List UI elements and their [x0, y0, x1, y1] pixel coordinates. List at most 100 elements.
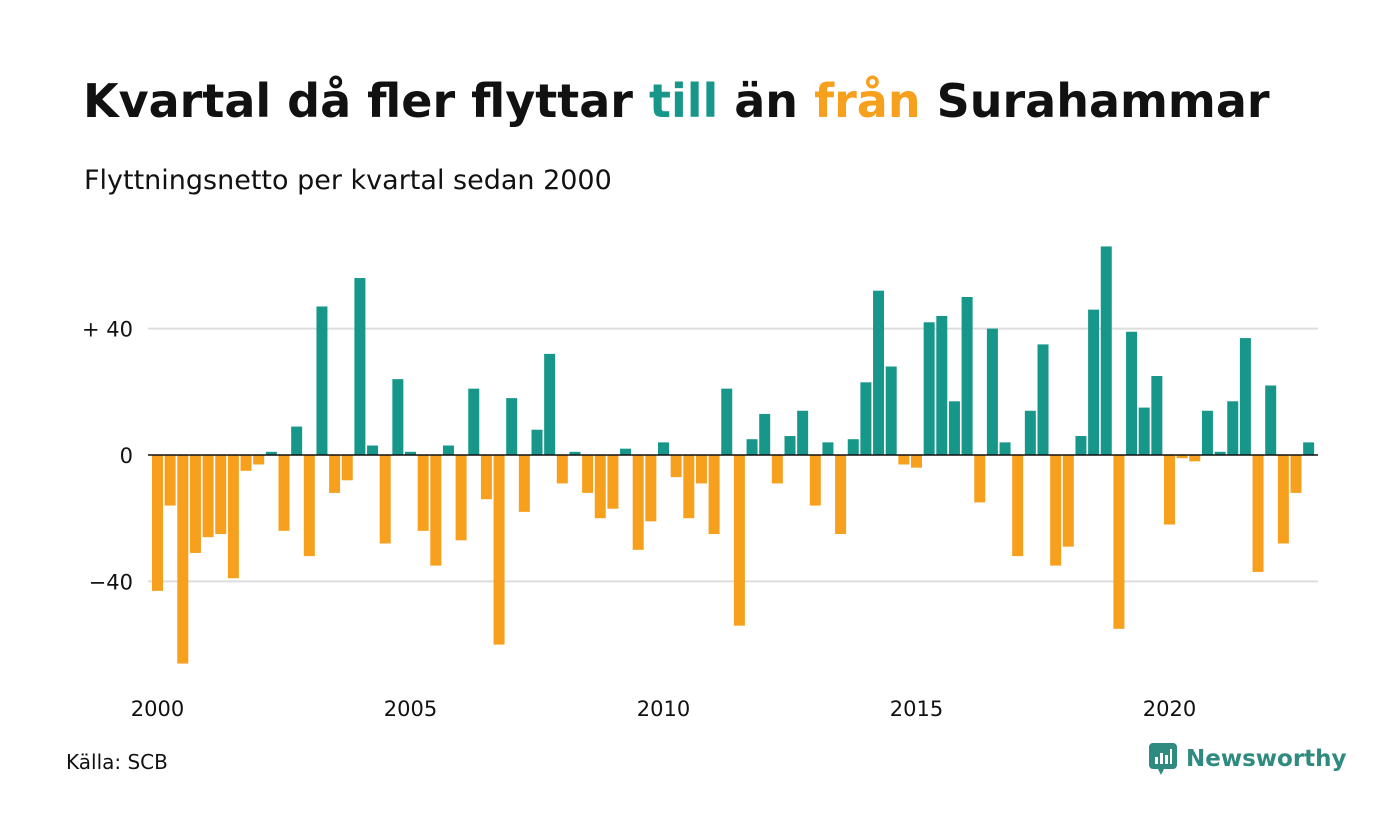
x-tick-label: 2020 — [1143, 697, 1196, 721]
bar — [1176, 455, 1188, 459]
bar — [809, 455, 821, 506]
bar — [885, 366, 897, 455]
bar — [354, 278, 366, 455]
bar — [1214, 451, 1226, 455]
bar — [670, 455, 682, 478]
bar — [683, 455, 695, 519]
bar — [1151, 376, 1163, 455]
bar — [518, 455, 530, 512]
bar — [948, 401, 960, 455]
bar — [1189, 455, 1201, 462]
bar — [999, 442, 1011, 455]
chart-title: Kvartal då fler flyttar till än från Sur… — [83, 74, 1270, 128]
bar — [1239, 338, 1251, 455]
bar — [860, 382, 872, 455]
chart-subtitle: Flyttningsnetto per kvartal sedan 2000 — [84, 165, 612, 196]
bar — [278, 455, 290, 531]
bar — [658, 442, 669, 455]
bar — [442, 445, 454, 455]
bar — [506, 398, 518, 455]
bar — [164, 455, 176, 506]
bar — [430, 455, 442, 566]
bar — [1050, 455, 1062, 566]
bar — [961, 297, 973, 455]
bar — [341, 455, 353, 481]
title-highlight-fran: från — [814, 74, 921, 128]
bar — [695, 455, 707, 484]
bar — [405, 451, 416, 455]
bar — [1164, 455, 1175, 525]
bar — [835, 455, 847, 534]
x-tick-label: 2010 — [637, 697, 690, 721]
bar — [367, 445, 379, 455]
bar — [721, 388, 733, 455]
bar — [1265, 385, 1277, 455]
bar — [480, 455, 492, 500]
brand-name: Newsworthy — [1186, 746, 1347, 772]
bar — [607, 455, 619, 509]
bar — [847, 439, 859, 455]
bar — [759, 413, 771, 455]
bar — [1024, 410, 1036, 455]
y-tick-label: + 40 — [82, 318, 133, 342]
bar — [645, 455, 657, 522]
bar — [455, 455, 467, 541]
title-highlight-till: till — [648, 74, 719, 128]
bar — [1277, 455, 1289, 544]
bar — [493, 455, 505, 645]
bar — [986, 328, 998, 455]
bar — [797, 410, 809, 455]
bar — [265, 451, 277, 455]
bar — [1075, 436, 1087, 455]
bar — [1113, 455, 1125, 629]
bar — [746, 439, 758, 455]
bar — [1062, 455, 1074, 547]
title-part-3: Surahammar — [920, 74, 1270, 128]
bar — [1290, 455, 1302, 493]
y-tick-label: −40 — [89, 570, 133, 594]
bar — [936, 315, 948, 455]
bar — [544, 353, 556, 455]
bar — [303, 455, 315, 557]
bar — [1012, 455, 1024, 557]
bar — [468, 388, 480, 455]
bar — [152, 455, 163, 591]
bar — [392, 379, 404, 455]
bar — [253, 455, 265, 465]
bar — [189, 455, 201, 553]
bar — [822, 442, 834, 455]
bar — [291, 426, 303, 455]
bar — [1100, 246, 1112, 455]
bar — [923, 322, 935, 455]
bar — [227, 455, 239, 579]
bar — [531, 429, 543, 455]
bar — [974, 455, 986, 503]
source-note: Källa: SCB — [66, 750, 168, 774]
bar — [632, 455, 644, 550]
bar — [911, 455, 922, 468]
bar — [417, 455, 429, 531]
bar — [569, 451, 581, 455]
bar — [1037, 344, 1049, 455]
bar — [771, 455, 783, 484]
bar — [1138, 407, 1150, 455]
bar — [316, 306, 328, 455]
bar — [1303, 442, 1315, 455]
bar — [329, 455, 341, 493]
y-tick-label: 0 — [120, 444, 133, 468]
brand: Newsworthy — [1148, 742, 1347, 776]
bar — [556, 455, 568, 484]
bar — [379, 455, 391, 544]
title-part-2: än — [718, 74, 815, 128]
x-tick-label: 2000 — [131, 697, 184, 721]
bar — [784, 436, 796, 455]
newsworthy-logo-icon — [1149, 743, 1177, 775]
bar — [620, 448, 632, 455]
bar — [215, 455, 227, 534]
bar — [1088, 309, 1100, 455]
bar — [1227, 401, 1239, 455]
title-part-1: Kvartal då fler flyttar — [83, 74, 649, 128]
bar — [594, 455, 606, 519]
bar — [1252, 455, 1264, 572]
